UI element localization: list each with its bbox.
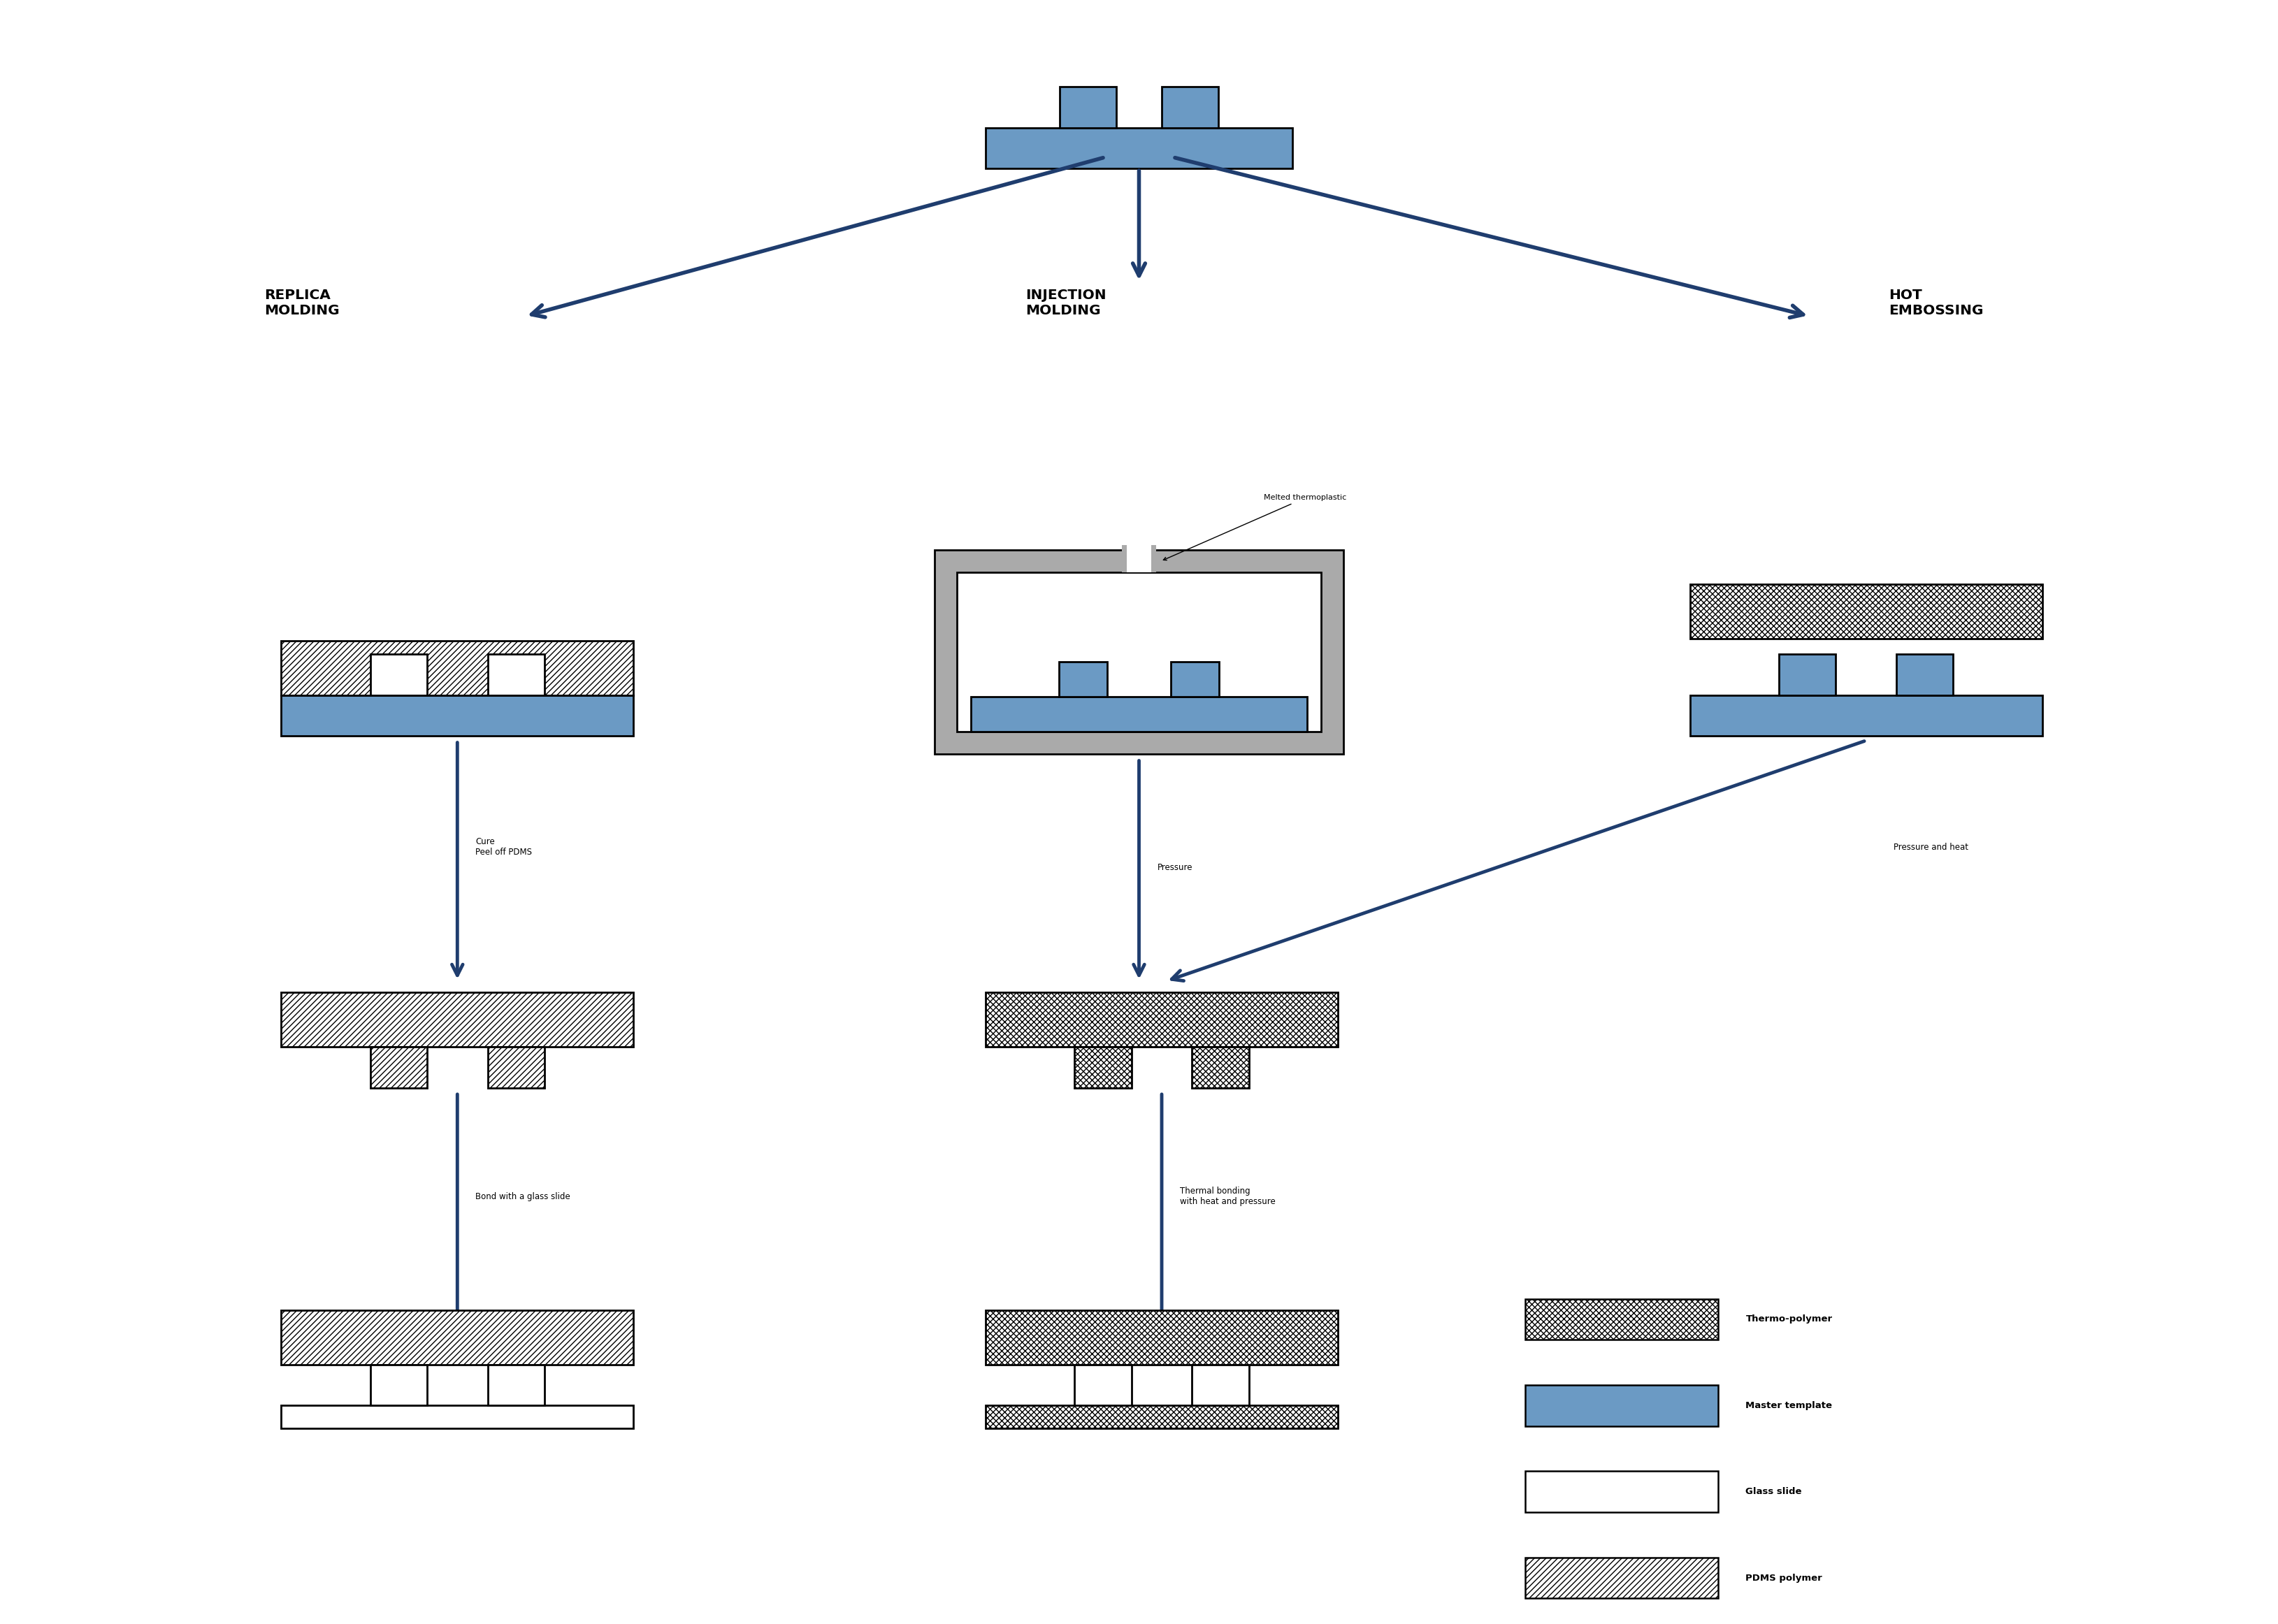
- Text: Bond with a glass slide: Bond with a glass slide: [476, 1192, 570, 1202]
- Text: Pressure: Pressure: [1157, 862, 1191, 872]
- Bar: [1075, 1364, 1132, 1405]
- Text: Thermo-polymer: Thermo-polymer: [1745, 1315, 1832, 1324]
- Bar: [934, 551, 1344, 754]
- Bar: [371, 654, 426, 695]
- Bar: [487, 654, 544, 695]
- Bar: [1059, 663, 1107, 697]
- Text: HOT
EMBOSSING: HOT EMBOSSING: [1888, 289, 1984, 318]
- Text: Pressure and heat: Pressure and heat: [1893, 843, 1968, 851]
- Bar: [371, 654, 426, 695]
- Bar: [487, 654, 544, 695]
- Bar: [1526, 1557, 1718, 1598]
- Bar: [1779, 654, 1836, 695]
- Bar: [1526, 1299, 1718, 1340]
- Bar: [1895, 654, 1952, 695]
- Bar: [1526, 1385, 1718, 1426]
- Bar: [371, 1364, 426, 1405]
- Bar: [970, 697, 1308, 731]
- Bar: [280, 640, 633, 695]
- Text: Melted thermoplastic: Melted thermoplastic: [1164, 494, 1346, 560]
- Bar: [1171, 663, 1219, 697]
- Bar: [1123, 546, 1155, 573]
- Text: Cure
Peel off PDMS: Cure Peel off PDMS: [476, 838, 533, 857]
- Text: INJECTION
MOLDING: INJECTION MOLDING: [1025, 289, 1107, 318]
- Bar: [280, 1311, 633, 1364]
- Bar: [1162, 88, 1219, 128]
- Bar: [1191, 1364, 1248, 1405]
- Bar: [280, 992, 633, 1047]
- Bar: [487, 1047, 544, 1088]
- Bar: [1191, 1047, 1248, 1088]
- Text: Thermal bonding
with heat and pressure: Thermal bonding with heat and pressure: [1180, 1187, 1276, 1207]
- Bar: [986, 1311, 1337, 1364]
- Bar: [1059, 88, 1116, 128]
- Text: Glass slide: Glass slide: [1745, 1488, 1802, 1496]
- Bar: [1526, 1471, 1718, 1512]
- Text: REPLICA
MOLDING: REPLICA MOLDING: [264, 289, 339, 318]
- Bar: [986, 1405, 1337, 1427]
- Bar: [1690, 585, 2041, 638]
- Bar: [487, 654, 544, 695]
- Bar: [371, 1047, 426, 1088]
- Bar: [1075, 1047, 1132, 1088]
- Bar: [986, 128, 1292, 169]
- Text: PDMS polymer: PDMS polymer: [1745, 1574, 1822, 1582]
- Bar: [371, 654, 426, 695]
- Bar: [986, 992, 1337, 1047]
- Text: Master template: Master template: [1745, 1402, 1832, 1410]
- Bar: [280, 695, 633, 736]
- Bar: [957, 573, 1321, 731]
- Bar: [1690, 695, 2041, 736]
- Bar: [487, 1364, 544, 1405]
- Bar: [280, 1405, 633, 1427]
- Bar: [1128, 546, 1150, 573]
